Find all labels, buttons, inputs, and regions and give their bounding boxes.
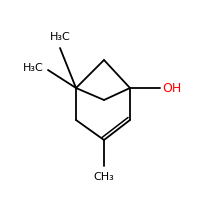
Text: CH₃: CH₃ bbox=[94, 172, 114, 182]
Text: OH: OH bbox=[162, 82, 181, 95]
Text: H₃C: H₃C bbox=[50, 32, 70, 42]
Text: H₃C: H₃C bbox=[23, 63, 44, 73]
